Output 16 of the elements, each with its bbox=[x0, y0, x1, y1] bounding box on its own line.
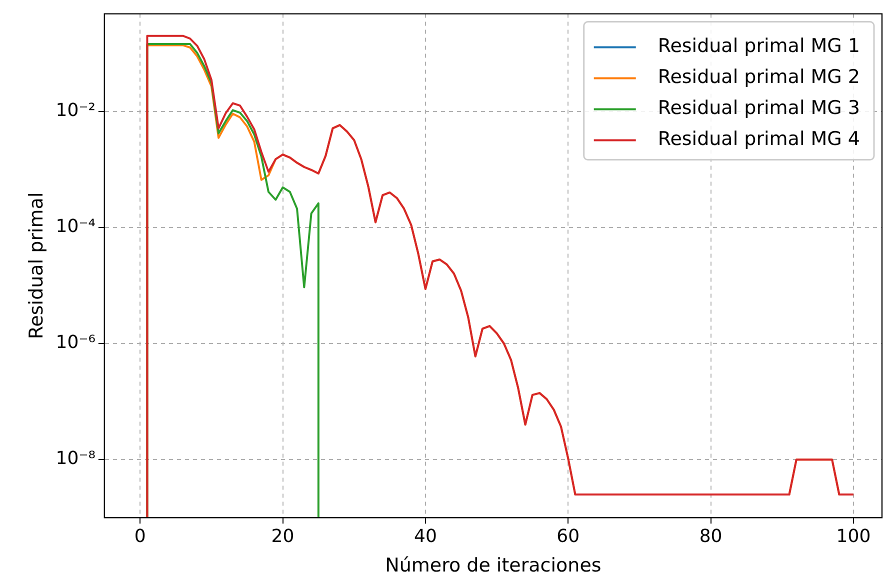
y-tick-label: 10⁻² bbox=[56, 100, 96, 122]
y-axis-title: Residual primal bbox=[25, 192, 48, 340]
x-tick-label: 60 bbox=[556, 526, 580, 548]
x-tick-label: 40 bbox=[414, 526, 437, 548]
x-tick-label: 100 bbox=[836, 526, 871, 548]
legend-label: Residual primal MG 3 bbox=[658, 97, 860, 120]
x-tick-label: 20 bbox=[271, 526, 294, 548]
x-axis-title: Número de iteraciones bbox=[385, 554, 602, 577]
legend-label: Residual primal MG 1 bbox=[658, 35, 860, 58]
x-tick-label: 0 bbox=[134, 526, 146, 548]
legend-label: Residual primal MG 4 bbox=[658, 128, 860, 150]
y-tick-label: 10⁻⁸ bbox=[56, 448, 96, 470]
legend-label: Residual primal MG 2 bbox=[658, 66, 860, 88]
x-tick-label: 80 bbox=[699, 526, 722, 548]
y-tick-label: 10⁻⁴ bbox=[56, 216, 96, 238]
y-tick-label: 10⁻⁶ bbox=[56, 332, 96, 354]
